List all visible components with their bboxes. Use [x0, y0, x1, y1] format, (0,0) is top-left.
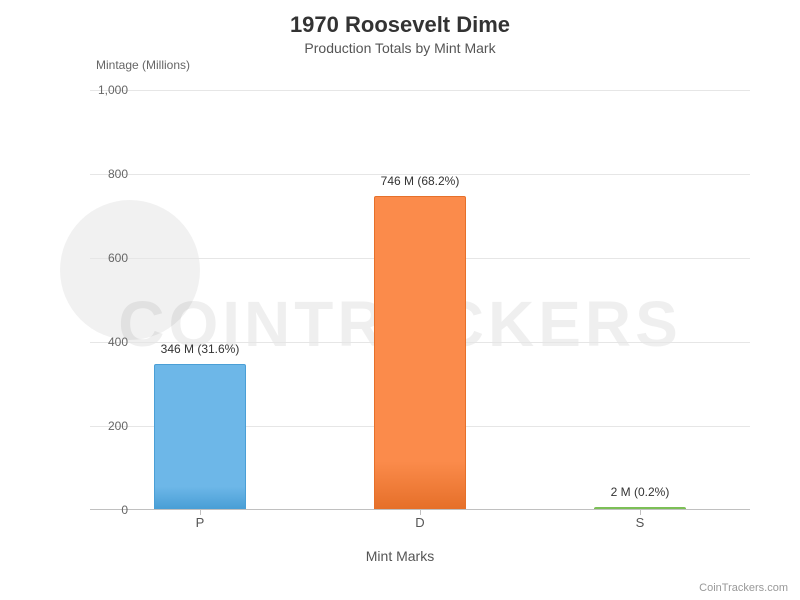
chart-title: 1970 Roosevelt Dime	[0, 0, 800, 38]
x-tick	[420, 509, 421, 515]
y-tick-label: 800	[88, 167, 128, 181]
x-axis-title: Mint Marks	[0, 548, 800, 564]
y-tick-label: 600	[88, 251, 128, 265]
y-tick-label: 200	[88, 419, 128, 433]
bar-value-label: 746 M (68.2%)	[320, 174, 520, 188]
bar-d[interactable]	[374, 196, 466, 509]
x-tick-label: P	[196, 515, 205, 530]
y-tick-label: 400	[88, 335, 128, 349]
bar-value-label: 2 M (0.2%)	[540, 485, 740, 499]
bar-fill	[154, 364, 246, 509]
chart-subtitle: Production Totals by Mint Mark	[0, 40, 800, 56]
plot-area: 346 M (31.6%)P746 M (68.2%)D2 M (0.2%)S	[90, 90, 750, 510]
gridline	[90, 90, 750, 91]
x-tick-label: D	[415, 515, 424, 530]
bar-value-label: 346 M (31.6%)	[100, 342, 300, 356]
x-tick-label: S	[636, 515, 645, 530]
x-tick	[200, 509, 201, 515]
y-tick-label: 1,000	[88, 83, 128, 97]
bar-p[interactable]	[154, 364, 246, 509]
y-tick-label: 0	[88, 503, 128, 517]
attribution: CoinTrackers.com	[699, 582, 788, 594]
y-axis-title: Mintage (Millions)	[96, 58, 190, 72]
x-tick	[640, 509, 641, 515]
bar-fill	[374, 196, 466, 509]
